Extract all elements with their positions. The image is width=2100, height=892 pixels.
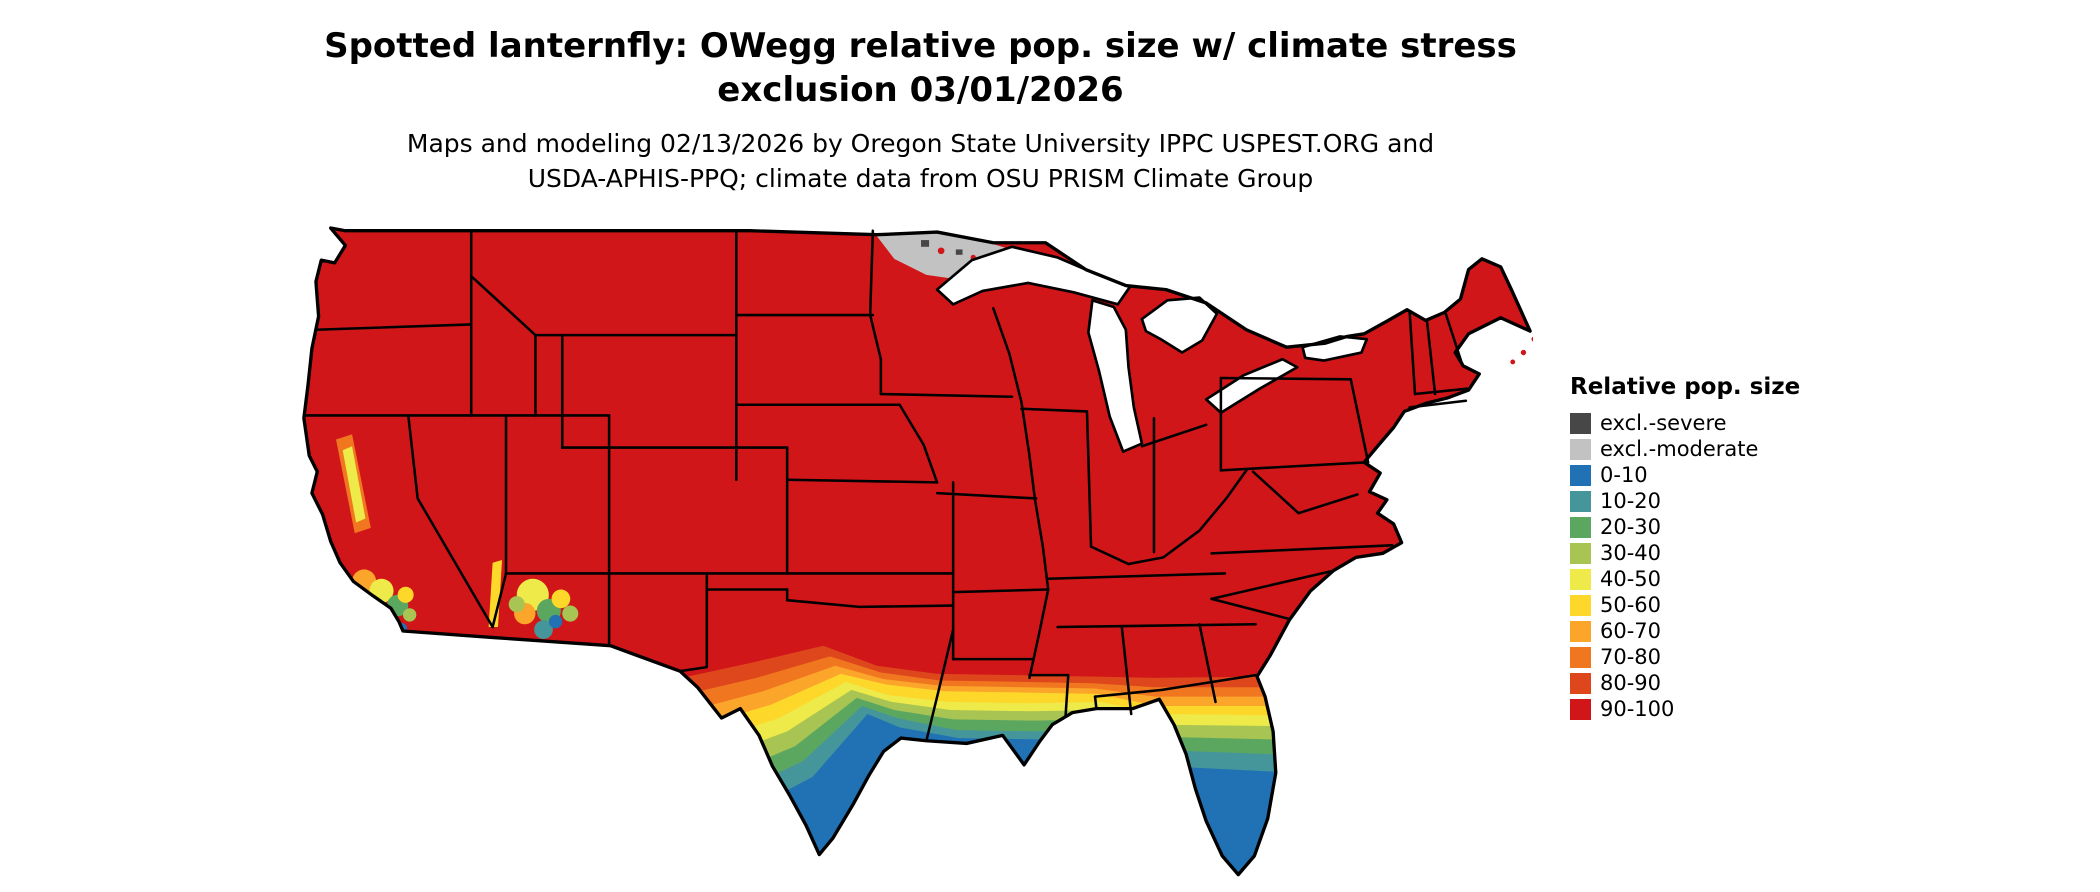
legend-label: 0-10 (1600, 463, 1648, 487)
legend-item: 40-50 (1570, 568, 1800, 590)
us-choropleth-map (302, 226, 1533, 877)
legend-item: 0-10 (1570, 464, 1800, 486)
legend-label: excl.-moderate (1600, 437, 1759, 461)
legend-item: excl.-moderate (1570, 438, 1800, 460)
colorado-river-strip (488, 560, 503, 627)
legend-swatch (1570, 698, 1591, 720)
legend-swatch (1570, 412, 1591, 434)
map-subtitle: Maps and modeling 02/13/2026 by Oregon S… (0, 126, 1841, 196)
legend-swatch (1570, 490, 1591, 512)
legend-label: 90-100 (1600, 697, 1675, 721)
legend-item: 10-20 (1570, 490, 1800, 512)
state-borders (303, 229, 1469, 743)
legend-label: 50-60 (1600, 593, 1662, 617)
legend-swatch (1570, 646, 1591, 668)
legend-label: 20-30 (1600, 515, 1662, 539)
legend-label: 10-20 (1600, 489, 1662, 513)
legend-item: 60-70 (1570, 620, 1800, 642)
legend-item: 70-80 (1570, 646, 1800, 668)
legend-swatch (1570, 516, 1591, 538)
map-title: Spotted lanternfly: OWegg relative pop. … (0, 24, 1841, 112)
legend-swatch (1570, 594, 1591, 616)
legend-label: excl.-severe (1600, 411, 1727, 435)
legend-item: 90-100 (1570, 698, 1800, 720)
us-map-container (297, 220, 1533, 884)
legend-title: Relative pop. size (1570, 374, 1801, 400)
legend-swatch (1570, 568, 1591, 590)
great-lakes (935, 245, 1369, 453)
exclusion-severe-speck (921, 240, 930, 247)
map-legend: Relative pop. size excl.-severe excl.-mod… (1570, 374, 1800, 724)
legend-swatch (1570, 438, 1591, 460)
legend-item: 50-60 (1570, 594, 1800, 616)
lake-michigan (1087, 298, 1144, 453)
red-speck (937, 247, 945, 255)
exclusion-severe-speck (955, 249, 963, 255)
lake-ontario (1301, 335, 1369, 362)
legend-item: 30-40 (1570, 542, 1800, 564)
legend-label: 70-80 (1600, 645, 1662, 669)
offshore-specks (1510, 336, 1533, 365)
legend-swatch (1570, 464, 1591, 486)
lake-superior (935, 245, 1132, 306)
legend-label: 80-90 (1600, 671, 1662, 695)
map-title-line1: Spotted lanternfly: OWegg relative pop. … (324, 26, 1517, 66)
map-subtitle-line1: Maps and modeling 02/13/2026 by Oregon S… (406, 129, 1435, 158)
california-valley-core (342, 446, 366, 523)
legend-items: excl.-severe excl.-moderate 0-10 10-20 20-30… (1570, 412, 1800, 720)
legend-item: 80-90 (1570, 672, 1800, 694)
legend-item: 20-30 (1570, 516, 1800, 538)
land-base-90-100 (303, 228, 1531, 875)
legend-swatch (1570, 620, 1591, 642)
legend-swatch (1570, 672, 1591, 694)
map-title-line2: exclusion 03/01/2026 (717, 70, 1124, 110)
legend-label: 40-50 (1600, 567, 1662, 591)
legend-item: excl.-severe (1570, 412, 1800, 434)
legend-label: 30-40 (1600, 541, 1662, 565)
map-subtitle-line2: USDA-APHIS-PPQ; climate data from OSU PR… (527, 164, 1314, 193)
lake-huron (1140, 296, 1219, 354)
legend-swatch (1570, 542, 1591, 564)
legend-label: 60-70 (1600, 619, 1662, 643)
